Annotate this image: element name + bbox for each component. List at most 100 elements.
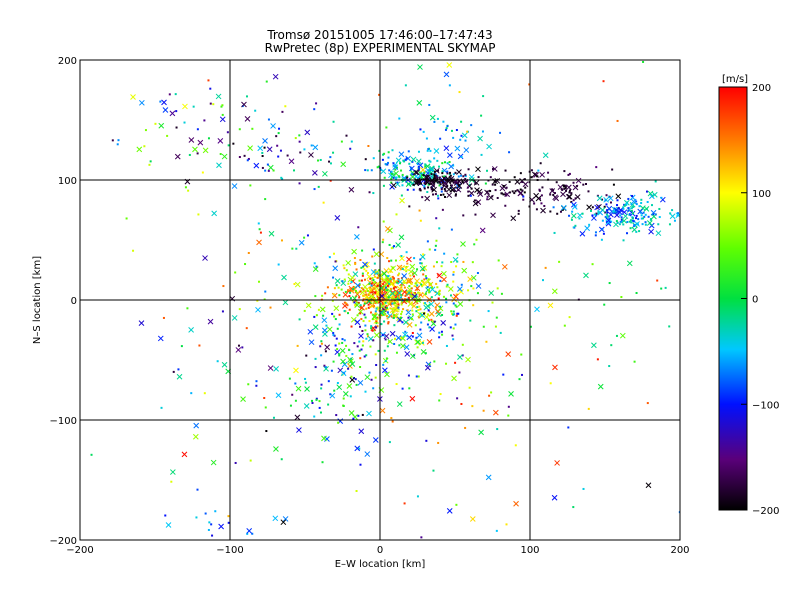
data-point-x xyxy=(409,263,416,270)
data-point xyxy=(642,211,645,214)
data-point xyxy=(241,346,244,349)
data-point-x xyxy=(266,146,273,153)
data-point xyxy=(164,514,167,517)
data-point xyxy=(450,310,453,313)
data-point xyxy=(364,329,367,332)
data-point xyxy=(327,403,330,406)
data-point xyxy=(446,162,449,165)
data-point xyxy=(269,306,272,309)
data-point xyxy=(608,282,611,285)
data-point xyxy=(496,196,499,199)
data-point xyxy=(668,223,671,226)
data-point xyxy=(622,223,625,226)
data-point xyxy=(602,80,605,83)
data-point xyxy=(610,220,613,223)
data-point-x xyxy=(560,204,567,211)
data-point xyxy=(391,275,394,278)
data-point xyxy=(341,280,344,283)
data-point xyxy=(411,160,414,163)
data-point xyxy=(570,192,573,195)
data-point xyxy=(637,218,640,221)
data-point xyxy=(456,253,459,256)
data-point xyxy=(440,186,443,189)
data-point xyxy=(432,265,435,268)
data-point xyxy=(508,180,511,183)
data-point xyxy=(350,281,353,284)
data-point xyxy=(443,175,446,178)
data-point-x xyxy=(336,384,343,391)
data-point xyxy=(442,120,445,123)
data-point xyxy=(438,293,441,296)
data-point xyxy=(433,173,436,176)
data-point xyxy=(595,214,598,217)
data-point xyxy=(367,306,370,309)
data-point-x xyxy=(340,370,347,377)
data-point xyxy=(272,416,275,419)
data-point xyxy=(654,180,657,183)
data-point-x xyxy=(349,361,356,367)
data-point xyxy=(369,290,372,293)
data-point-x xyxy=(596,195,603,202)
data-point xyxy=(450,129,453,132)
data-point xyxy=(439,193,442,196)
data-point-x xyxy=(340,161,347,168)
data-point xyxy=(394,304,397,307)
data-point-x xyxy=(161,99,167,106)
data-point xyxy=(393,342,396,345)
data-point xyxy=(388,441,391,444)
data-point xyxy=(345,302,348,305)
data-point xyxy=(499,131,502,134)
data-point-x xyxy=(403,319,409,326)
data-point xyxy=(423,187,426,190)
data-point xyxy=(513,176,516,179)
data-point xyxy=(416,346,419,349)
data-point xyxy=(298,182,301,185)
data-point-x xyxy=(388,281,395,287)
data-point-x xyxy=(447,286,454,292)
y-tick-label: 200 xyxy=(58,56,77,67)
data-point xyxy=(379,285,382,288)
x-axis-label: E–W location [km] xyxy=(335,559,426,570)
data-point xyxy=(315,398,318,401)
data-point xyxy=(603,303,606,306)
data-point xyxy=(443,252,446,255)
data-point-x xyxy=(646,220,653,226)
data-point xyxy=(243,154,246,157)
data-point xyxy=(338,294,341,297)
data-point-x xyxy=(246,528,253,534)
data-point-x xyxy=(348,358,354,364)
data-point xyxy=(541,186,544,189)
data-point xyxy=(601,198,604,201)
data-point xyxy=(395,298,398,301)
data-point xyxy=(431,189,434,192)
data-point-x xyxy=(241,101,247,108)
data-point xyxy=(482,409,485,412)
data-point xyxy=(332,276,335,279)
data-point xyxy=(393,280,396,283)
data-point xyxy=(563,185,566,188)
data-point xyxy=(455,293,458,296)
data-point xyxy=(628,220,631,223)
data-point-x xyxy=(428,311,435,317)
data-point-x xyxy=(281,274,287,281)
data-point xyxy=(416,288,419,291)
data-point xyxy=(472,287,475,290)
data-point xyxy=(407,150,410,153)
data-point-x xyxy=(244,116,251,122)
data-point xyxy=(460,174,463,177)
data-point xyxy=(486,169,489,172)
data-point xyxy=(320,342,323,345)
data-point-x xyxy=(648,228,654,235)
data-point-x xyxy=(446,192,453,199)
data-point xyxy=(631,194,634,197)
data-point xyxy=(403,502,406,505)
data-point-x xyxy=(608,208,615,215)
data-point xyxy=(436,194,439,197)
data-point-x xyxy=(479,227,486,234)
data-point-x xyxy=(411,270,418,276)
data-point-x xyxy=(294,281,301,288)
data-point xyxy=(313,188,316,191)
data-point xyxy=(428,159,431,162)
data-point xyxy=(514,190,517,193)
data-point-x xyxy=(647,190,654,197)
